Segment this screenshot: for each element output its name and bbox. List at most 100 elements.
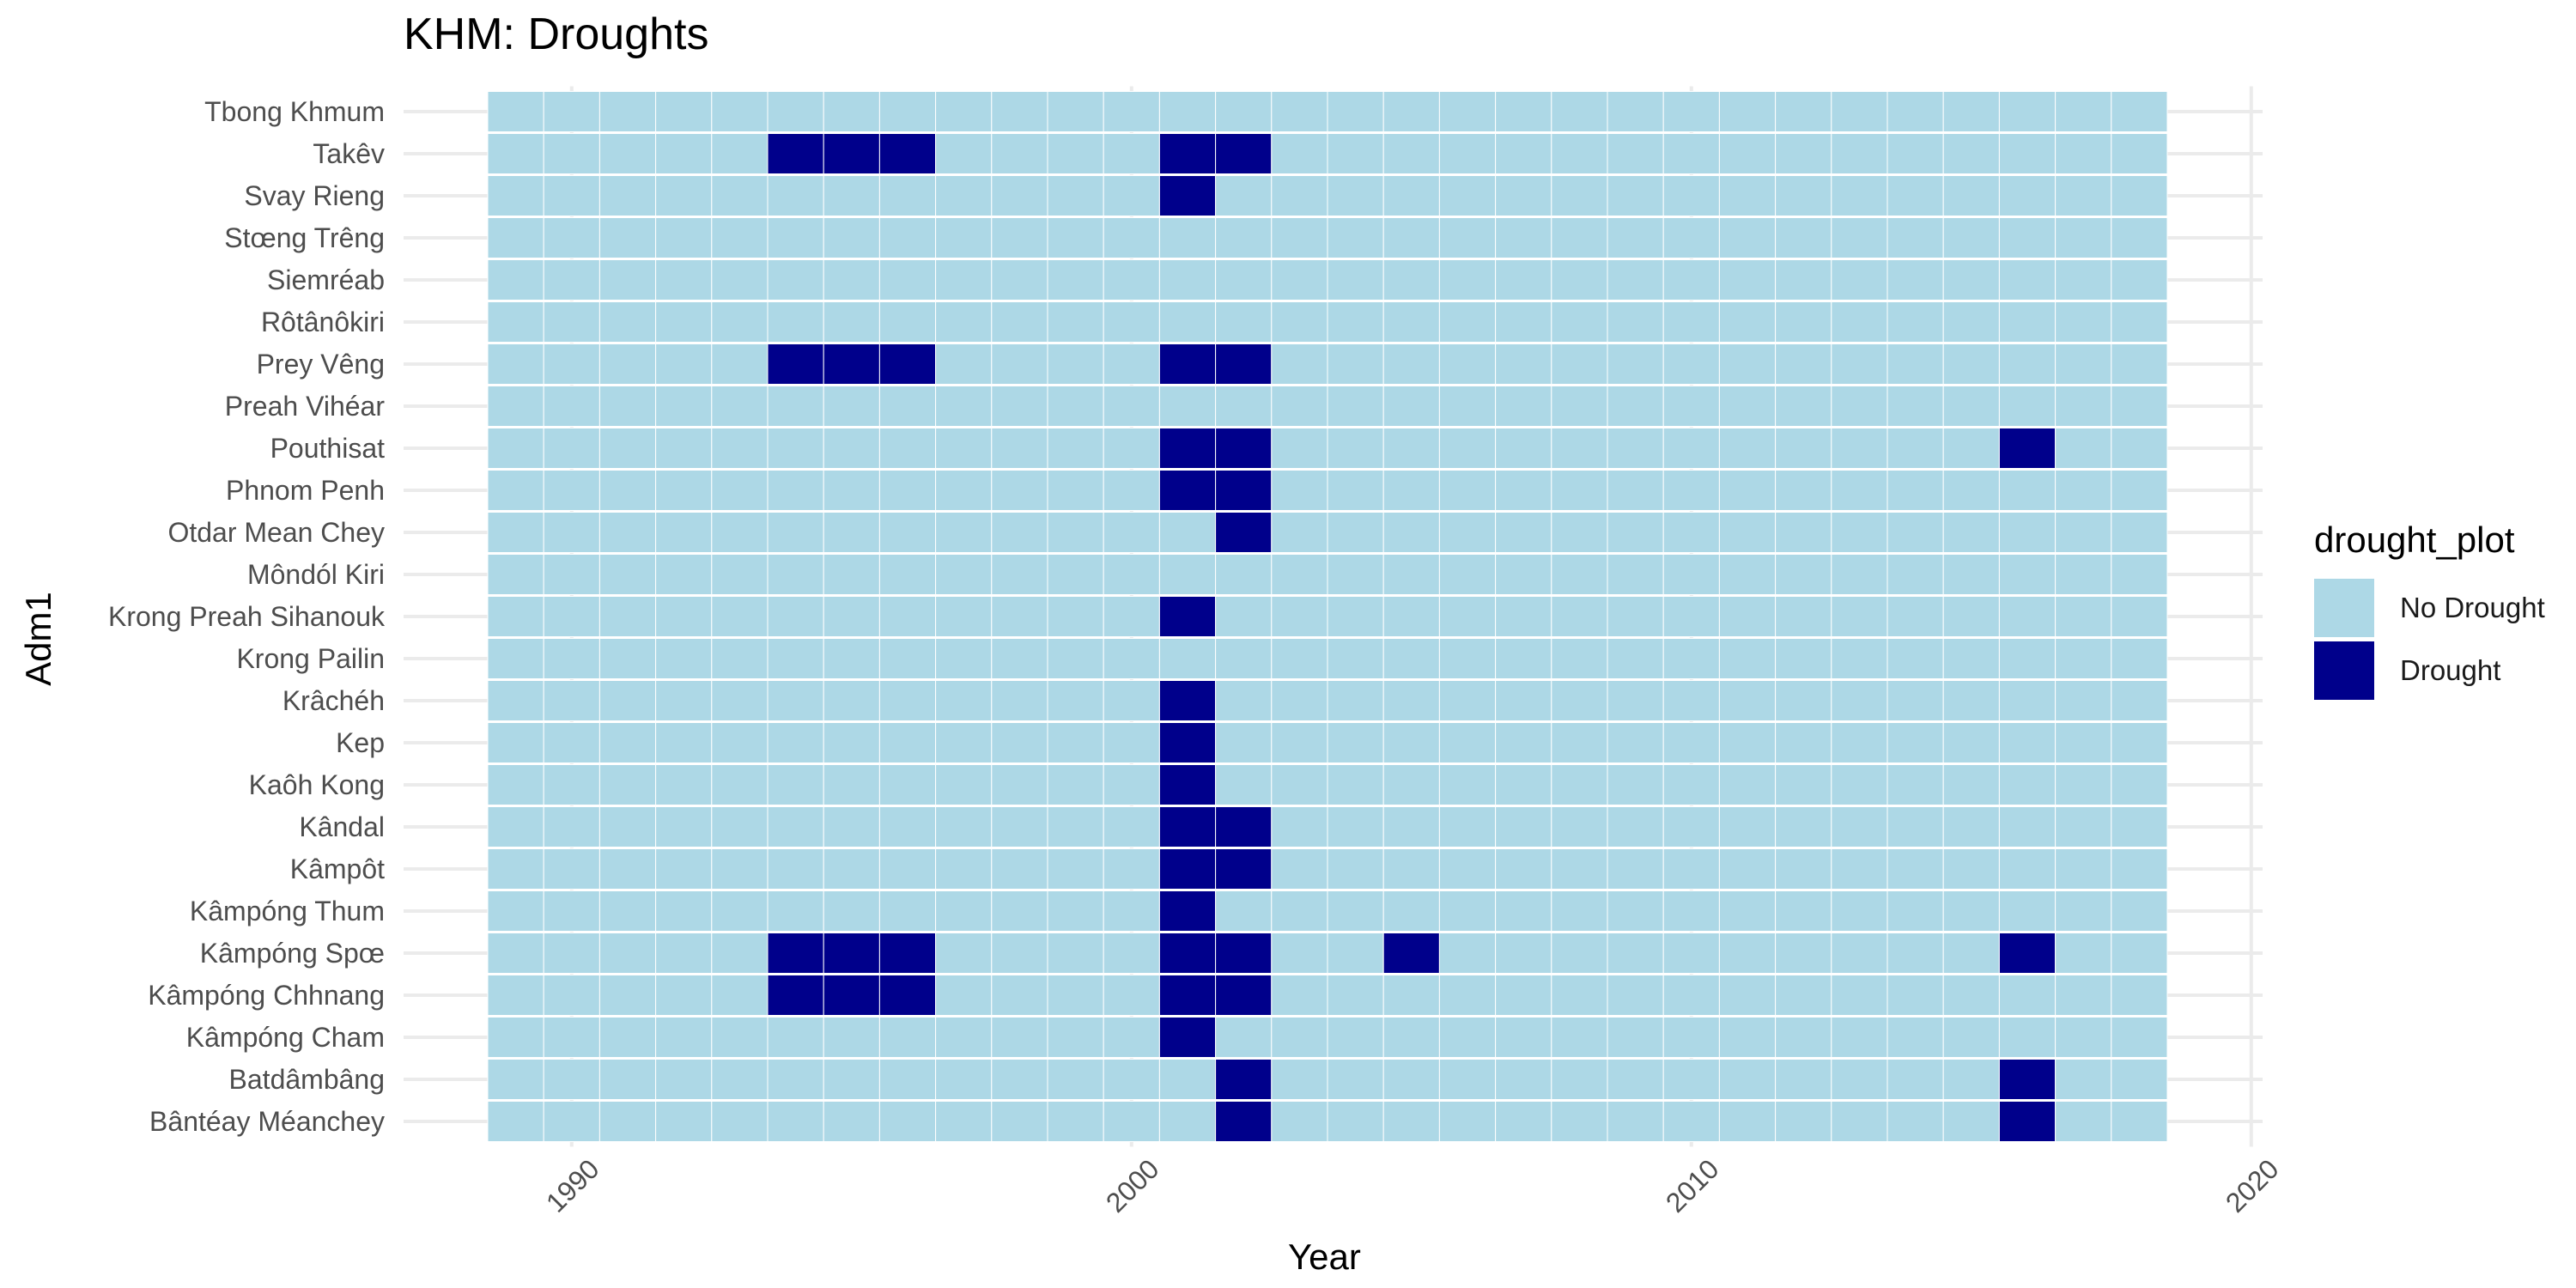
cell-no-drought [1551, 91, 1608, 132]
cell-no-drought [1942, 680, 2000, 721]
cell-no-drought [1662, 1101, 1720, 1142]
legend-item-no-drought: No Drought [2314, 576, 2545, 639]
cell-no-drought [935, 975, 993, 1016]
cell-no-drought [2111, 428, 2168, 469]
cell-no-drought [1271, 301, 1328, 343]
cell-no-drought [878, 470, 937, 511]
cell-no-drought [1718, 638, 1777, 679]
cell-no-drought [655, 386, 713, 427]
cell-no-drought [935, 512, 993, 553]
cell-no-drought [1271, 554, 1328, 595]
cell-no-drought [767, 1101, 824, 1142]
cell-no-drought [1775, 975, 1832, 1016]
y-tick-label: Krâchéh [283, 685, 385, 716]
cell-no-drought [878, 596, 937, 637]
cell-no-drought [1103, 259, 1160, 301]
cell-no-drought [878, 175, 937, 216]
cell-no-drought [1103, 1101, 1160, 1142]
cell-no-drought [935, 217, 993, 258]
cell-no-drought [1551, 806, 1608, 848]
cell-no-drought [1103, 217, 1160, 258]
cell-no-drought [711, 428, 769, 469]
cell-no-drought [1551, 470, 1608, 511]
cell-no-drought [1215, 638, 1273, 679]
cell-no-drought [1886, 596, 1944, 637]
cell-no-drought [767, 217, 824, 258]
cell-no-drought [1438, 217, 1497, 258]
cell-no-drought [1942, 1059, 2000, 1100]
cell-no-drought [1607, 638, 1664, 679]
cell-no-drought [1942, 512, 2000, 553]
cell-no-drought [767, 175, 824, 216]
cell-no-drought [1718, 343, 1777, 385]
cell-no-drought [1831, 91, 1888, 132]
cell-no-drought [1831, 806, 1888, 848]
cell-no-drought [2055, 428, 2112, 469]
y-tick-label: Kep [336, 727, 385, 758]
cell-no-drought [1998, 764, 2057, 805]
cell-no-drought [991, 1017, 1048, 1058]
y-tick-label: Kândal [299, 811, 385, 842]
cell-no-drought [1551, 133, 1608, 174]
cell-no-drought [1662, 343, 1720, 385]
cell-drought [767, 975, 824, 1016]
cell-no-drought [1662, 554, 1720, 595]
cell-no-drought [1607, 680, 1664, 721]
cell-no-drought [1103, 680, 1160, 721]
cell-no-drought [767, 722, 824, 763]
legend-swatch-drought [2314, 641, 2374, 700]
cell-no-drought [1607, 91, 1664, 132]
cell-no-drought [487, 1017, 544, 1058]
cell-no-drought [1831, 890, 1888, 932]
cell-no-drought [823, 554, 880, 595]
cell-no-drought [1495, 91, 1552, 132]
cell-no-drought [1495, 301, 1552, 343]
cell-no-drought [1942, 848, 2000, 890]
cell-no-drought [1158, 259, 1217, 301]
cell-no-drought [1551, 1101, 1608, 1142]
cell-no-drought [1662, 890, 1720, 932]
cell-no-drought [1775, 764, 1832, 805]
cell-no-drought [1718, 301, 1777, 343]
cell-drought [878, 933, 937, 974]
cell-no-drought [655, 301, 713, 343]
cell-no-drought [711, 638, 769, 679]
cell-no-drought [1215, 217, 1273, 258]
cell-no-drought [1942, 259, 2000, 301]
cell-no-drought [1271, 512, 1328, 553]
cell-no-drought [1718, 259, 1777, 301]
cell-no-drought [2055, 91, 2112, 132]
cell-drought [1215, 848, 1273, 890]
cell-no-drought [1775, 470, 1832, 511]
cell-no-drought [1103, 470, 1160, 511]
cell-no-drought [1607, 133, 1664, 174]
cell-no-drought [2111, 638, 2168, 679]
cell-no-drought [878, 848, 937, 890]
cell-no-drought [2111, 91, 2168, 132]
cell-no-drought [767, 764, 824, 805]
cell-no-drought [1215, 722, 1273, 763]
cell-no-drought [1942, 638, 2000, 679]
cell-no-drought [767, 554, 824, 595]
cell-no-drought [655, 764, 713, 805]
cell-no-drought [767, 428, 824, 469]
cell-no-drought [1495, 1017, 1552, 1058]
cell-no-drought [598, 259, 657, 301]
cell-no-drought [1382, 259, 1440, 301]
cell-no-drought [1103, 428, 1160, 469]
cell-no-drought [1998, 301, 2057, 343]
cell-no-drought [935, 1101, 993, 1142]
cell-no-drought [1831, 722, 1888, 763]
cell-no-drought [767, 512, 824, 553]
cell-no-drought [1382, 975, 1440, 1016]
cell-no-drought [1495, 848, 1552, 890]
cell-no-drought [1327, 470, 1384, 511]
cell-no-drought [1438, 806, 1497, 848]
y-tick-label: Svay Rieng [244, 180, 385, 211]
cell-no-drought [1438, 301, 1497, 343]
cell-no-drought [543, 1101, 600, 1142]
cell-no-drought [655, 259, 713, 301]
cell-no-drought [1607, 890, 1664, 932]
cell-no-drought [991, 596, 1048, 637]
cell-no-drought [2111, 1101, 2168, 1142]
